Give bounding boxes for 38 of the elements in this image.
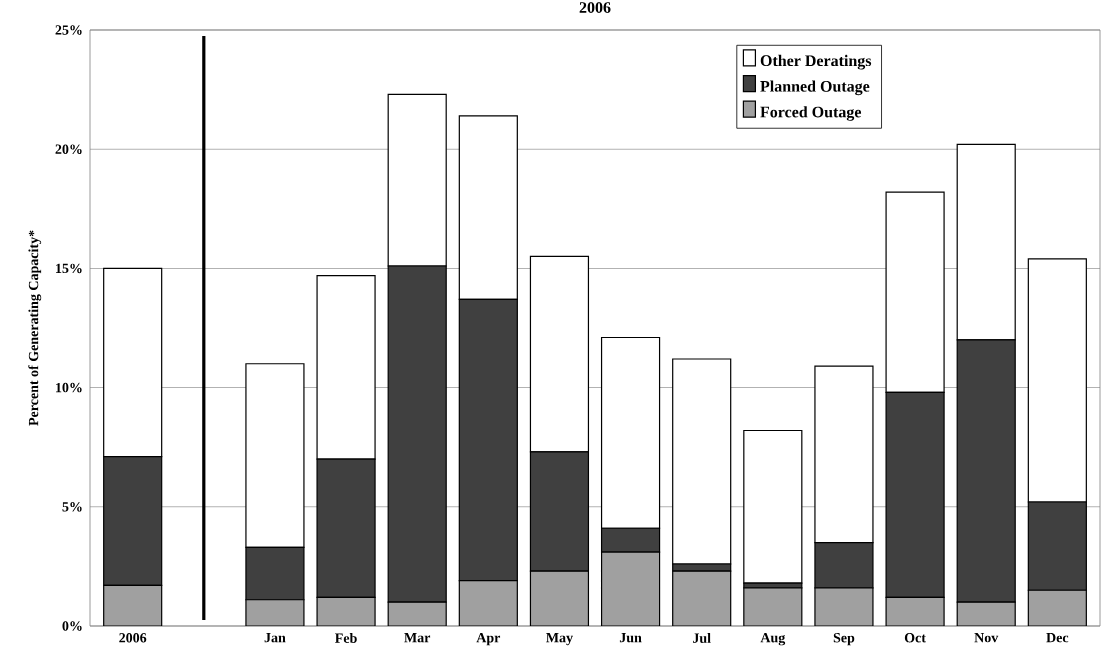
x-tick-label: 2006	[119, 633, 147, 643]
bar	[814, 587, 873, 626]
y-tick-label: 15%	[56, 263, 82, 274]
y-tick-label: 0%	[62, 621, 82, 631]
bar	[317, 597, 376, 626]
bar	[743, 429, 803, 584]
chart-title: 2006	[579, 2, 611, 13]
y-tick-label: 25%	[55, 25, 82, 35]
bar	[957, 602, 1016, 626]
y-tick-label: 20%	[55, 144, 82, 154]
x-tick-label: Jul	[692, 633, 711, 643]
bar	[388, 602, 447, 626]
bar	[601, 552, 660, 626]
legend-label: Other Deratings	[760, 54, 872, 70]
x-tick-label: Oct	[904, 633, 926, 643]
bar	[459, 580, 518, 626]
bar	[672, 571, 731, 626]
bar	[743, 587, 802, 626]
x-tick-label: May	[546, 633, 573, 646]
y-axis-title: Percent of Generating Capacity*	[28, 230, 42, 426]
y-tick-label: 10%	[56, 382, 82, 393]
legend-label: Planned Outage	[760, 80, 870, 96]
x-tick-label: Nov	[974, 633, 999, 643]
x-tick-label: Sep	[833, 633, 855, 646]
legend-label: Forced Outage	[760, 106, 862, 121]
x-tick-label: Mar	[404, 633, 431, 643]
x-tick-label: Apr	[476, 633, 501, 646]
x-tick-label: Dec	[1046, 633, 1069, 643]
bar	[245, 599, 304, 626]
bar	[886, 597, 945, 626]
x-tick-label: Jan	[264, 633, 286, 643]
x-tick-label: Feb	[335, 633, 357, 643]
bar	[530, 571, 589, 626]
bar	[1027, 589, 1087, 626]
y-tick-label: 5%	[62, 502, 82, 512]
bar	[103, 584, 163, 626]
x-tick-label: Jun	[619, 633, 642, 643]
x-tick-label: Aug	[760, 633, 786, 646]
